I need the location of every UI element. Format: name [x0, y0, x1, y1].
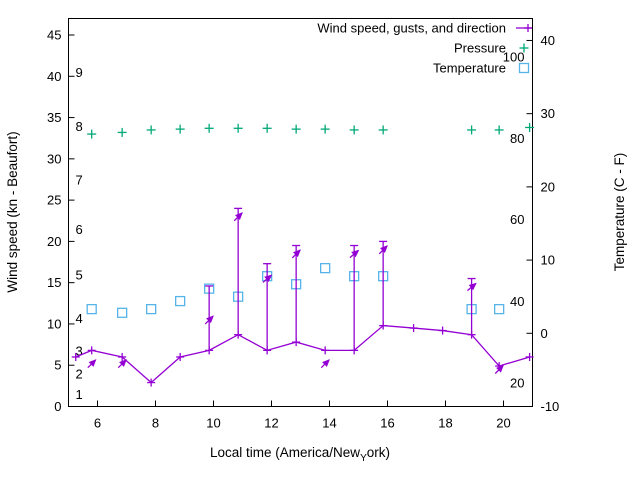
- arrow-head: [264, 274, 273, 283]
- y-tick-label: 10: [47, 316, 61, 331]
- fahrenheit-label: 20: [510, 375, 524, 390]
- wind-direction-arrow: [291, 249, 301, 259]
- beaufort-label: 2: [76, 366, 83, 381]
- beaufort-label: 9: [76, 65, 83, 80]
- x-tick-label: 18: [438, 416, 452, 431]
- x-tick-label: 10: [206, 416, 220, 431]
- beaufort-label: 8: [76, 119, 83, 134]
- x-tick-label: 8: [152, 416, 159, 431]
- pressure-series: [87, 122, 535, 139]
- wind-direction-arrow: [378, 245, 388, 255]
- wind-direction-arrow: [320, 359, 330, 369]
- plot-frame: [68, 18, 533, 407]
- wind-direction-arrows: [87, 212, 504, 374]
- y2-tick-label: 30: [541, 106, 555, 121]
- arrow-head: [88, 359, 97, 367]
- wind-direction-arrow: [233, 212, 243, 222]
- x-tick-label: 20: [496, 416, 510, 431]
- temperature-marker: [319, 262, 331, 274]
- beaufort-label: 3: [76, 343, 83, 358]
- arrow-head: [293, 249, 301, 258]
- fahrenheit-label: 40: [510, 294, 524, 309]
- y-tick-label: 30: [47, 151, 61, 166]
- chart-legend: Wind speed, gusts, and direction Pressure…: [317, 21, 532, 76]
- wind-speed-line: [71, 321, 534, 387]
- wind-direction-arrow: [87, 359, 97, 369]
- y2-tick-label: 20: [541, 179, 555, 194]
- y-tick-label: 20: [47, 234, 61, 249]
- arrow-head: [496, 364, 504, 373]
- y2-tick-label: -10: [541, 399, 560, 414]
- x-tick-label: 14: [322, 416, 336, 431]
- legend-label: Temperature: [433, 61, 506, 76]
- y-tick-label: 25: [47, 193, 61, 208]
- beaufort-label: 1: [76, 387, 83, 402]
- wind-direction-arrow: [262, 274, 273, 283]
- wind-direction-arrow: [466, 282, 477, 292]
- y-axis-title: Wind speed (kn - Beaufort): [5, 131, 20, 292]
- y2-tick-label: 40: [541, 33, 555, 48]
- y-tick-label: 35: [47, 110, 61, 125]
- x-axis-title: Local time (America/NewYork): [210, 445, 390, 464]
- y-tick-label: 45: [47, 28, 61, 43]
- y2-axis-ticks: -10 0 10 20 30 40: [526, 33, 560, 414]
- beaufort-label: 6: [76, 222, 83, 237]
- wind-direction-arrow: [494, 364, 504, 374]
- y2-axis-title: Temperature (C - F): [612, 153, 627, 272]
- y-tick-label: 40: [47, 69, 61, 84]
- y-tick-label: 5: [54, 358, 61, 373]
- temperature-marker: [145, 303, 157, 315]
- fahrenheit-label: 80: [510, 131, 524, 146]
- x-axis-ticks: 6 8 10 12 14 16 18 20: [94, 400, 511, 431]
- x-tick-label: 6: [94, 416, 101, 431]
- arrow-head: [322, 359, 330, 367]
- temperature-marker: [174, 295, 186, 307]
- legend-label: Wind speed, gusts, and direction: [317, 21, 506, 36]
- y-axis-ticks: 0 5 10 15 20 25 30 35 40 45: [47, 28, 75, 414]
- beaufort-scale-labels: 1 2 3 4 5 6 7 8 9: [76, 65, 83, 402]
- fahrenheit-label: 100: [503, 50, 525, 65]
- wind-direction-arrow: [117, 359, 127, 369]
- arrow-head: [235, 212, 243, 220]
- arrow-head: [351, 249, 360, 258]
- beaufort-label: 4: [76, 311, 83, 326]
- y-tick-label: 15: [47, 275, 61, 290]
- legend-label: Pressure: [454, 41, 506, 56]
- wind-direction-arrow: [204, 315, 214, 325]
- arrow-head: [119, 359, 127, 367]
- beaufort-label: 5: [76, 267, 83, 282]
- beaufort-label: 7: [76, 172, 83, 187]
- temperature-marker: [117, 307, 128, 318]
- arrow-head: [206, 315, 214, 324]
- wind-direction-arrow: [349, 249, 360, 259]
- arrow-head: [468, 282, 477, 291]
- fahrenheit-scale-labels: 20 40 60 80 100: [503, 50, 525, 391]
- x-tick-label: 16: [380, 416, 394, 431]
- y-tick-label: 0: [54, 399, 61, 414]
- temperature-marker: [86, 303, 97, 315]
- x-tick-label: 12: [264, 416, 278, 431]
- legend-square-sample: [518, 62, 530, 74]
- temperature-marker: [493, 303, 505, 315]
- y2-tick-label: 0: [541, 326, 548, 341]
- y2-tick-label: 10: [541, 253, 555, 268]
- fahrenheit-label: 60: [510, 212, 524, 227]
- arrow-head: [380, 245, 388, 253]
